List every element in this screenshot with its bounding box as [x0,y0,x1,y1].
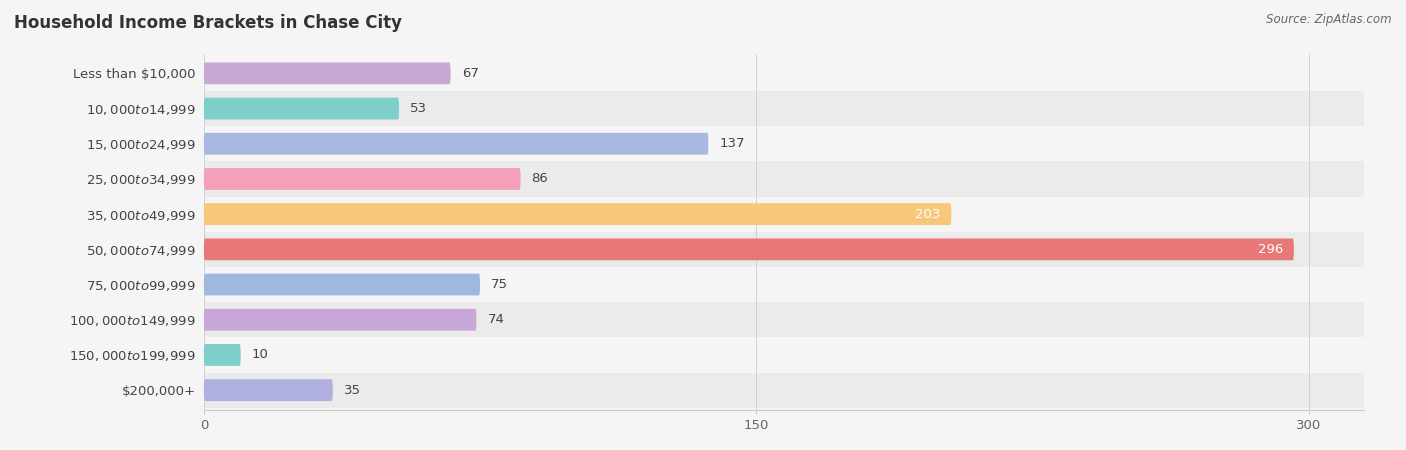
Text: 137: 137 [720,137,745,150]
FancyBboxPatch shape [204,238,1294,260]
Bar [0,338,1406,373]
Text: 86: 86 [531,172,548,185]
FancyBboxPatch shape [204,63,450,84]
Bar [0,91,1406,126]
Bar [0,267,1406,302]
Bar [0,56,1406,91]
Text: 35: 35 [344,384,361,396]
Text: 10: 10 [252,348,269,361]
Bar [0,373,1406,408]
FancyBboxPatch shape [204,379,333,401]
Bar [0,302,1406,338]
FancyBboxPatch shape [204,344,240,366]
Text: 67: 67 [461,67,478,80]
Text: Source: ZipAtlas.com: Source: ZipAtlas.com [1267,14,1392,27]
FancyBboxPatch shape [204,168,520,190]
Text: 53: 53 [411,102,427,115]
Bar [0,232,1406,267]
FancyBboxPatch shape [204,309,477,331]
Bar [0,197,1406,232]
Text: 75: 75 [491,278,508,291]
Text: 74: 74 [488,313,505,326]
Bar [0,162,1406,197]
FancyBboxPatch shape [204,203,952,225]
FancyBboxPatch shape [204,274,479,296]
FancyBboxPatch shape [204,133,709,155]
Bar [0,126,1406,162]
Text: 203: 203 [915,207,941,220]
Text: Household Income Brackets in Chase City: Household Income Brackets in Chase City [14,14,402,32]
FancyBboxPatch shape [204,98,399,119]
Text: 296: 296 [1257,243,1282,256]
